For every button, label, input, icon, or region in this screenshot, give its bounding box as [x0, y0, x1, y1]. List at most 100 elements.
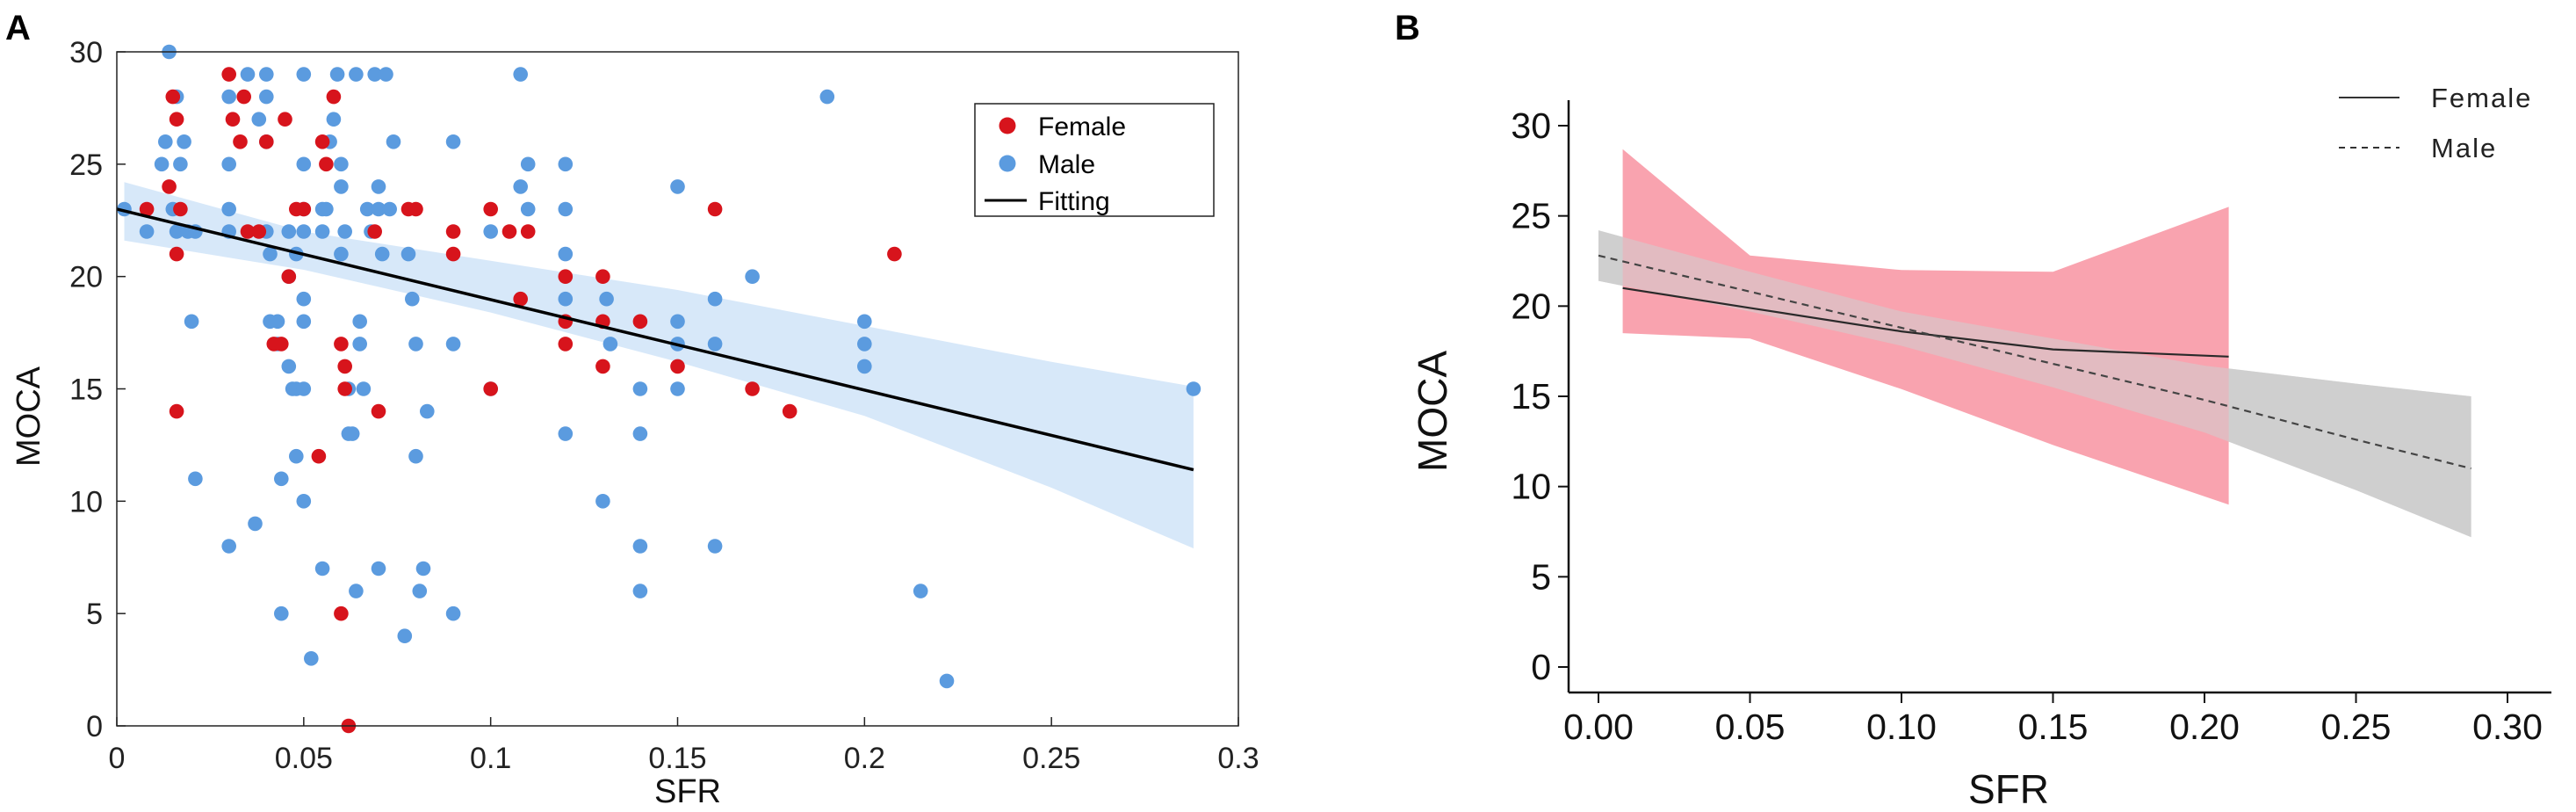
- male-point: [296, 156, 312, 172]
- male-point: [259, 89, 274, 105]
- confidence-band: [124, 182, 1194, 549]
- male-point: [296, 67, 312, 82]
- y-tick-label: 0: [1531, 647, 1551, 687]
- male-point: [314, 561, 330, 576]
- female-point: [169, 246, 184, 262]
- panel-a-label: A: [5, 9, 31, 47]
- legend-label-fitting: Fitting: [1038, 187, 1110, 216]
- male-point: [371, 201, 386, 217]
- y-tick-label: 30: [1511, 105, 1551, 146]
- male-point: [632, 539, 648, 554]
- male-point: [603, 337, 618, 352]
- female-point: [169, 403, 184, 419]
- male-point: [558, 246, 574, 262]
- female-point: [501, 224, 517, 239]
- male-point: [408, 448, 423, 464]
- female-point: [337, 359, 353, 374]
- male-point: [221, 539, 236, 554]
- male-point: [337, 224, 353, 239]
- x-tick-labels: 0 0.05 0.1 0.15 0.2 0.25 0.3: [109, 742, 1259, 775]
- legend-label-male: Male: [2431, 133, 2497, 163]
- male-point: [632, 381, 648, 396]
- male-point: [707, 539, 723, 554]
- female-point: [408, 201, 423, 217]
- male-point: [274, 471, 289, 487]
- female-point: [278, 112, 292, 127]
- male-point: [670, 314, 685, 330]
- female-point: [632, 314, 648, 330]
- legend-label-female: Female: [1038, 112, 1126, 141]
- female-point: [319, 156, 334, 172]
- male-point: [595, 494, 610, 509]
- male-point: [281, 359, 297, 374]
- y-tick-label: 30: [69, 36, 103, 69]
- female-point: [371, 403, 386, 419]
- x-tick-label: 0.2: [844, 742, 885, 775]
- female-point: [281, 269, 297, 285]
- male-point: [289, 448, 304, 464]
- male-point: [707, 337, 723, 352]
- male-point: [221, 156, 236, 172]
- male-point: [326, 112, 342, 127]
- x-tick-label: 0.25: [1022, 742, 1080, 775]
- y-tick-label: 5: [1531, 556, 1551, 597]
- male-point: [379, 67, 393, 82]
- male-point: [356, 381, 372, 396]
- male-point: [296, 224, 312, 239]
- male-point: [857, 359, 872, 374]
- male-point: [382, 201, 398, 217]
- male-point: [188, 471, 203, 487]
- male-point: [281, 224, 297, 239]
- male-point: [558, 201, 574, 217]
- male-point: [296, 494, 312, 509]
- male-point: [248, 516, 263, 532]
- x-tick-label: 0.05: [1715, 707, 1786, 747]
- male-point: [632, 584, 648, 598]
- male-point: [445, 337, 461, 352]
- male-point: [314, 224, 330, 239]
- female-point: [445, 246, 461, 262]
- regression-lines-layer: [1598, 254, 2471, 470]
- male-point: [371, 561, 386, 576]
- female-point: [169, 112, 184, 127]
- male-point: [913, 584, 928, 598]
- male-point: [274, 605, 289, 621]
- male-point: [371, 179, 386, 194]
- female-point: [311, 448, 327, 464]
- male-point: [352, 337, 368, 352]
- y-tick-label: 25: [69, 149, 103, 182]
- male-point: [374, 246, 390, 262]
- male-point: [296, 381, 312, 396]
- legend-label-male: Male: [1038, 150, 1095, 179]
- y-axis-label: MOCA: [1410, 351, 1455, 472]
- male-point: [344, 426, 360, 441]
- female-point: [139, 201, 155, 217]
- male-point: [445, 134, 461, 149]
- male-point: [670, 381, 685, 396]
- y-tick-label: 0: [86, 710, 103, 743]
- x-tick-label: 0.20: [2169, 707, 2240, 747]
- male-point: [139, 224, 155, 239]
- female-point: [274, 337, 289, 352]
- female-point: [595, 359, 610, 374]
- confidence-bands-layer: [1598, 149, 2471, 538]
- male-point: [386, 134, 401, 149]
- male-point: [857, 337, 872, 352]
- male-point: [169, 224, 184, 239]
- y-tick-labels: 0 5 10 15 20 25 30: [69, 36, 103, 743]
- male-point: [483, 224, 498, 239]
- female-point: [334, 337, 349, 352]
- male-point: [445, 605, 461, 621]
- female-point: [221, 67, 236, 82]
- male-point: [349, 67, 364, 82]
- male-point: [513, 179, 528, 194]
- male-point: [520, 201, 536, 217]
- male-point: [558, 291, 574, 307]
- female-point: [513, 291, 528, 307]
- female-point: [233, 134, 248, 149]
- y-tick-label: 20: [69, 261, 103, 294]
- male-point: [359, 201, 375, 217]
- female-point: [337, 381, 353, 396]
